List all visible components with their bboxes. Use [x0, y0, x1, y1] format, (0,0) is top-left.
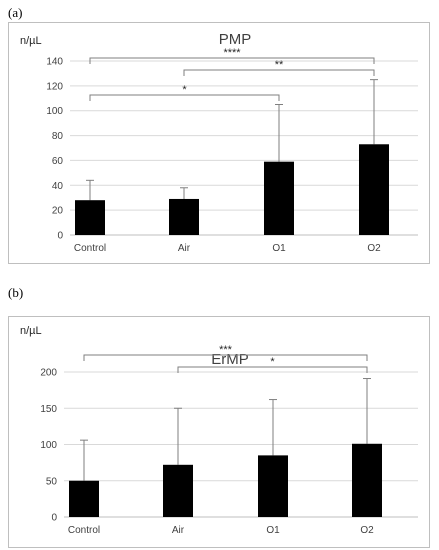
c2-bar-air — [163, 464, 193, 517]
c2-sig-label-1: *** — [219, 344, 233, 356]
c2-ytick-200: 200 — [40, 368, 57, 379]
c2-ytick-150: 150 — [40, 404, 57, 415]
c1-sig-label-2: ** — [275, 59, 284, 71]
c1-ytick-80: 80 — [52, 131, 64, 142]
c2-unit-label: n/µL — [20, 325, 42, 337]
panel-label-a: (a) — [8, 5, 23, 20]
c2-bar-control — [69, 480, 99, 517]
c2-xtick-air: Air — [172, 525, 185, 536]
c1-sig-bracket-1 — [89, 57, 375, 64]
c1-ytick-0: 0 — [57, 231, 63, 242]
c2-xtick-o1: O1 — [266, 525, 280, 536]
c1-xtick-control: Control — [74, 243, 106, 254]
c2-ytick-0: 0 — [51, 513, 57, 524]
panel-label-b: (b) — [8, 285, 24, 300]
c2-sig-bracket-2 — [177, 366, 368, 373]
c1-ytick-120: 120 — [46, 81, 63, 92]
c1-ytick-60: 60 — [52, 156, 64, 167]
c1-ytick-20: 20 — [52, 206, 64, 217]
c2-sig-label-2: * — [270, 356, 275, 368]
c1-bar-o2 — [359, 144, 389, 235]
c2-xtick-o2: O2 — [360, 525, 374, 536]
c2-ytick-100: 100 — [40, 440, 57, 451]
c1-bar-o1 — [264, 161, 294, 235]
c1-xtick-o2: O2 — [367, 243, 381, 254]
c1-xtick-air: Air — [178, 243, 191, 254]
c1-ytick-140: 140 — [46, 57, 63, 68]
c2-sig-bracket-1 — [83, 354, 368, 361]
c1-sig-label-1: **** — [223, 47, 241, 59]
c1-ytick-40: 40 — [52, 181, 64, 192]
c1-ytick-100: 100 — [46, 106, 63, 117]
c2-ytick-50: 50 — [46, 476, 58, 487]
c2-bar-o2 — [352, 443, 382, 517]
c1-sig-label-3: * — [182, 84, 187, 96]
c1-xtick-o1: O1 — [272, 243, 286, 254]
c1-sig-bracket-3 — [89, 94, 280, 101]
c2-xtick-control: Control — [68, 525, 100, 536]
c1-title: PMP — [219, 31, 252, 48]
c1-bar-air — [169, 198, 199, 235]
c1-unit-label: n/µL — [20, 35, 42, 47]
c1-sig-bracket-2 — [183, 69, 375, 76]
c1-bar-control — [75, 200, 105, 235]
c2-bar-o1 — [258, 455, 288, 517]
